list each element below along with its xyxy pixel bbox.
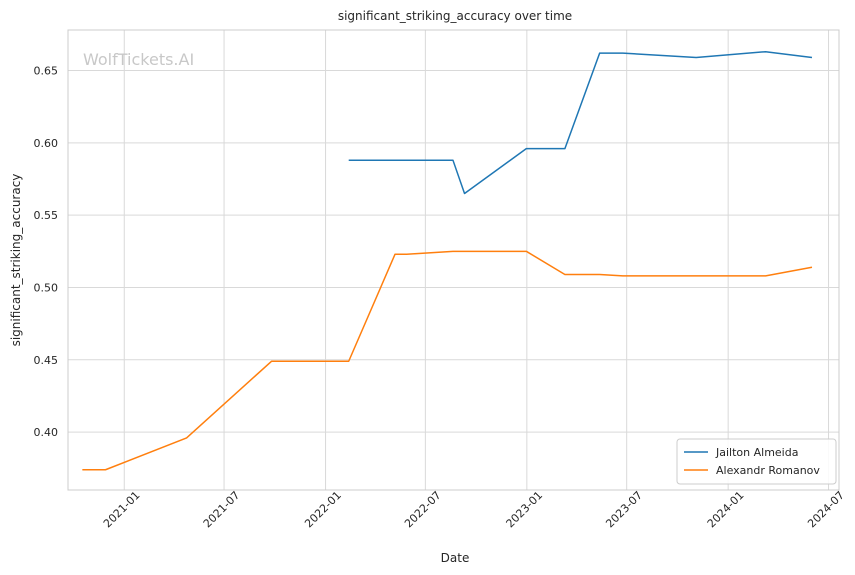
legend-box (676, 438, 837, 485)
y-tick-label: 0.60 (34, 137, 59, 150)
legend: Jailton Almeida Alexandr Romanov (676, 438, 837, 485)
y-axis-ticks: 0.40 0.45 0.50 0.55 0.60 0.65 (34, 65, 59, 440)
y-tick-label: 0.50 (34, 281, 59, 294)
y-tick-label: 0.65 (34, 65, 59, 78)
series-lines (82, 50, 813, 471)
y-tick-label: 0.45 (34, 354, 59, 367)
y-tick-label: 0.55 (34, 209, 59, 222)
plot-frame (67, 29, 840, 491)
series-line-alexandr-romanov (82, 250, 813, 471)
plot-area (68, 30, 839, 490)
y-axis-label: significant_striking_accuracy (9, 174, 23, 347)
chart-title: significant_striking_accuracy over time (338, 9, 572, 23)
gridlines (68, 30, 839, 490)
legend-label-alexandr-romanov: Alexandr Romanov (716, 464, 820, 477)
series-line-jailton-almeida (348, 50, 813, 195)
legend-label-jailton-almeida: Jailton Almeida (715, 446, 798, 459)
x-axis-label: Date (441, 551, 470, 565)
watermark: WolfTickets.AI (83, 50, 194, 69)
y-tick-label: 0.40 (34, 426, 59, 439)
